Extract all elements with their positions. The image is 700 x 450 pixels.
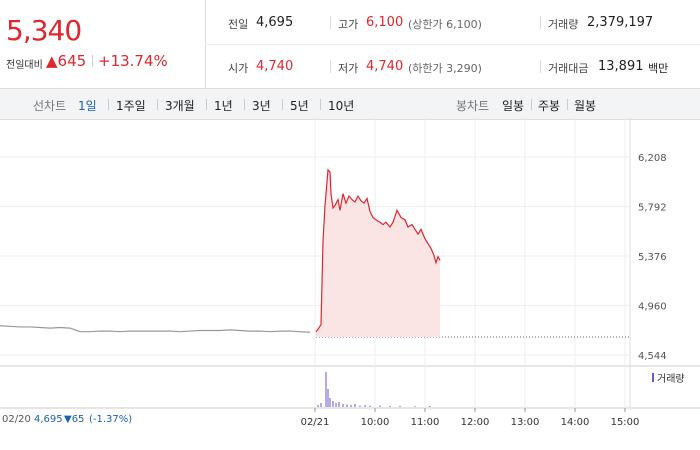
candle-tab[interactable]: 일봉 — [502, 99, 525, 113]
change-label: 전일대비 — [6, 60, 43, 71]
stat-label: 거래대금 — [548, 62, 589, 75]
stat-unit: 백만 — [648, 62, 669, 75]
prev-change-pct: (-1.37%) — [89, 414, 133, 425]
stat-value: 4,740 — [256, 59, 294, 74]
volume-bar — [414, 406, 416, 407]
volume-bar — [325, 372, 327, 407]
y-tick-label: 4,960 — [638, 302, 667, 313]
tab-divider — [320, 99, 321, 110]
volume-bar — [329, 398, 331, 407]
change: ▲645 — [46, 52, 87, 70]
price-line — [0, 325, 311, 333]
price: 5,340 — [6, 14, 82, 47]
stat-value: 4,740 — [366, 59, 404, 74]
volume-bar — [350, 405, 352, 407]
period-tab[interactable]: 3개월 — [165, 99, 195, 113]
col-divider — [540, 60, 541, 73]
area — [316, 169, 440, 338]
stat-label: 거래량 — [548, 18, 579, 31]
y-tick-label: 6,208 — [638, 153, 667, 164]
tab-divider — [282, 99, 283, 110]
line-chart-label: 선차트 — [33, 99, 67, 113]
stat-value: 13,891 — [598, 59, 644, 74]
volume-legend-swatch — [652, 373, 654, 382]
volume-bar — [359, 405, 361, 407]
volume-bar — [354, 404, 356, 407]
tab-divider — [567, 99, 568, 110]
x-tick-label: 10:00 — [361, 417, 390, 428]
y-tick-label: 4,544 — [638, 351, 667, 362]
row-divider — [205, 44, 700, 45]
col-divider — [330, 16, 331, 29]
volume-bar — [364, 405, 366, 407]
stat-note: (하한가 3,290) — [408, 62, 482, 75]
x-tick-label: 12:00 — [461, 417, 490, 428]
stat-label: 시가 — [228, 62, 249, 75]
x-tick-label: 11:00 — [411, 417, 440, 428]
stat-label: 고가 — [338, 18, 359, 31]
x-tick-label: 15:00 — [611, 417, 640, 428]
stat-value: 2,379,197 — [587, 15, 654, 30]
tab-divider — [244, 99, 245, 110]
price-line — [315, 168, 441, 333]
volume-bar — [369, 405, 371, 407]
volume-bar — [332, 401, 334, 407]
prev-change: ▼65 — [64, 414, 85, 425]
col-divider — [330, 60, 331, 73]
stat-label: 전일 — [228, 18, 249, 31]
period-tab[interactable]: 1년 — [214, 99, 233, 113]
volume-bar — [317, 405, 319, 407]
prev-date: 02/20 — [2, 414, 31, 425]
volume-bar — [389, 406, 391, 407]
tab-bar: 선차트 1일 1주일 3개월 1년 3년 5년 10년 봉차트 일봉 주봉 월봉 — [0, 88, 700, 120]
candle-label: 봉차트 — [456, 99, 490, 113]
volume-bar — [327, 389, 329, 407]
candle-tab[interactable]: 주봉 — [538, 99, 561, 113]
period-tab[interactable]: 3년 — [252, 99, 271, 113]
volume-bar — [338, 402, 340, 407]
col-divider — [540, 16, 541, 29]
x-tick-label: 02/21 — [301, 417, 330, 428]
volume-legend: 거래량 — [657, 373, 685, 385]
period-tab[interactable]: 1주일 — [116, 99, 146, 113]
stat-label: 저가 — [338, 62, 359, 75]
period-tab[interactable]: 10년 — [328, 99, 355, 113]
volume-bar — [379, 405, 381, 407]
tab-divider — [108, 99, 109, 110]
period-tab[interactable]: 5년 — [290, 99, 309, 113]
stat-note: (상한가 6,100) — [408, 18, 482, 31]
stat-value: 6,100 — [366, 15, 404, 30]
tab-divider — [531, 99, 532, 110]
volume-bar — [335, 403, 337, 407]
volume-bar — [429, 406, 431, 407]
stat-value: 4,695 — [256, 15, 294, 30]
x-tick-label: 14:00 — [561, 417, 590, 428]
change-pct: +13.74% — [98, 52, 168, 70]
divider — [92, 55, 93, 67]
quote-box: 5,340 전일대비 ▲645 +13.74% — [0, 0, 206, 88]
y-tick-label: 5,376 — [638, 252, 667, 263]
tab-divider — [157, 99, 158, 110]
y-tick-label: 5,792 — [638, 203, 667, 214]
tab-divider — [206, 99, 207, 110]
volume-bar — [320, 403, 322, 407]
x-tick-label: 13:00 — [511, 417, 540, 428]
candle-tab[interactable]: 월봉 — [574, 99, 597, 113]
volume-bar — [399, 405, 401, 407]
period-tab[interactable]: 1일 — [78, 99, 97, 113]
volume-bar — [346, 404, 348, 407]
volume-bar — [342, 404, 344, 407]
prev-close: 4,695 — [34, 414, 63, 425]
